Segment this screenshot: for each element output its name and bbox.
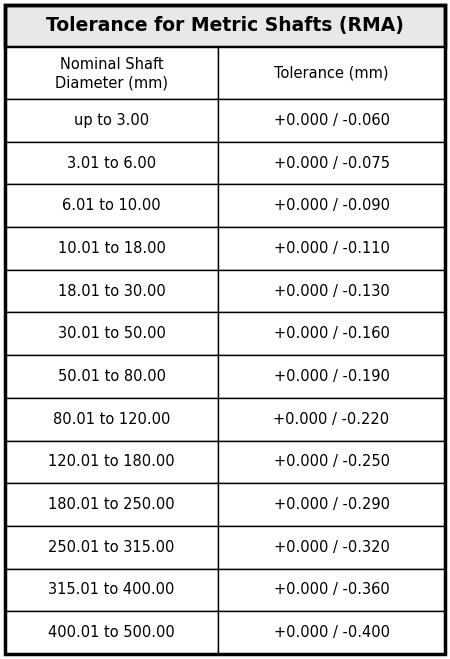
Text: 80.01 to 120.00: 80.01 to 120.00 [53,412,170,426]
Text: +0.000 / -0.060: +0.000 / -0.060 [274,113,390,128]
Text: 50.01 to 80.00: 50.01 to 80.00 [58,369,166,384]
Bar [218,142,445,185]
Bar [218,483,445,526]
Bar [5,612,218,654]
Bar [218,612,445,654]
Bar [5,355,218,398]
Bar [218,355,445,398]
Bar [5,270,218,312]
Text: 10.01 to 18.00: 10.01 to 18.00 [58,241,166,256]
Bar [5,398,218,440]
Bar [218,185,445,227]
Text: +0.000 / -0.320: +0.000 / -0.320 [274,540,389,555]
Bar [218,99,445,142]
Bar [5,483,218,526]
Bar [5,227,218,270]
Text: 6.01 to 10.00: 6.01 to 10.00 [62,198,161,214]
Text: Tolerance for Metric Shafts (RMA): Tolerance for Metric Shafts (RMA) [46,16,404,36]
Text: +0.000 / -0.075: +0.000 / -0.075 [274,156,390,171]
Bar [218,440,445,483]
Bar [218,569,445,612]
Text: 120.01 to 180.00: 120.01 to 180.00 [48,455,175,469]
Bar [5,5,445,47]
Text: +0.000 / -0.160: +0.000 / -0.160 [274,326,389,341]
Text: +0.000 / -0.360: +0.000 / -0.360 [274,583,389,598]
Bar [5,312,218,355]
Text: +0.000 / -0.110: +0.000 / -0.110 [274,241,389,256]
Text: +0.000 / -0.290: +0.000 / -0.290 [274,497,390,512]
Text: +0.000 / -0.090: +0.000 / -0.090 [274,198,390,214]
Text: Diameter (mm): Diameter (mm) [55,76,168,91]
Text: 18.01 to 30.00: 18.01 to 30.00 [58,283,166,299]
Text: 400.01 to 500.00: 400.01 to 500.00 [48,625,175,640]
Text: +0.000 / -0.190: +0.000 / -0.190 [274,369,389,384]
Text: +0.000 / -0.130: +0.000 / -0.130 [274,283,389,299]
Bar [218,270,445,312]
Text: 315.01 to 400.00: 315.01 to 400.00 [48,583,175,598]
Bar [5,440,218,483]
Bar [5,47,218,99]
Bar [218,526,445,569]
Text: Nominal Shaft: Nominal Shaft [60,57,163,72]
Text: 250.01 to 315.00: 250.01 to 315.00 [48,540,175,555]
Text: +0.000 / -0.400: +0.000 / -0.400 [274,625,390,640]
Bar [5,99,218,142]
Text: +0.000 / -0.220: +0.000 / -0.220 [274,412,390,426]
Bar [5,185,218,227]
Bar [5,142,218,185]
Text: up to 3.00: up to 3.00 [74,113,149,128]
Bar [218,398,445,440]
Text: 3.01 to 6.00: 3.01 to 6.00 [67,156,156,171]
Text: Tolerance (mm): Tolerance (mm) [274,65,389,80]
Bar [5,569,218,612]
Bar [218,47,445,99]
Bar [218,227,445,270]
Text: 30.01 to 50.00: 30.01 to 50.00 [58,326,166,341]
Bar [5,526,218,569]
Text: 180.01 to 250.00: 180.01 to 250.00 [48,497,175,512]
Text: +0.000 / -0.250: +0.000 / -0.250 [274,455,390,469]
Bar [218,312,445,355]
